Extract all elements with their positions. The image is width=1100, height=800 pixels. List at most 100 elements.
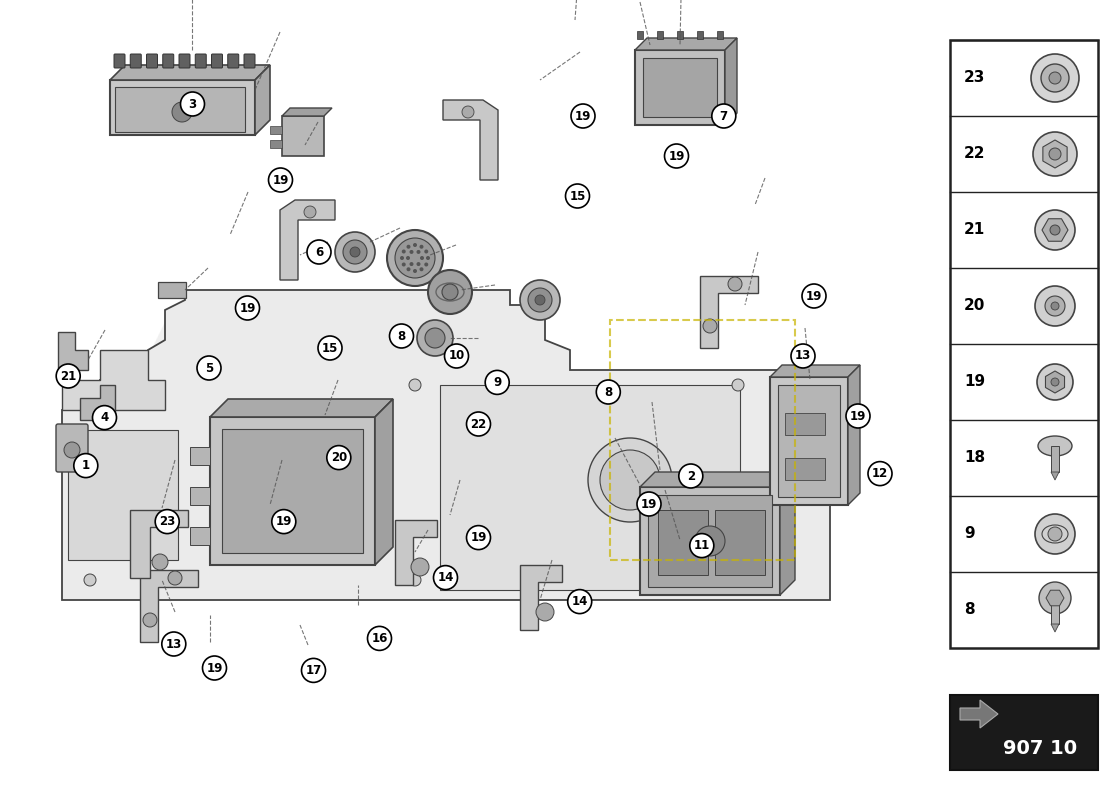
- Circle shape: [868, 462, 892, 486]
- Bar: [697, 31, 703, 39]
- Circle shape: [679, 464, 703, 488]
- Polygon shape: [110, 80, 255, 135]
- Circle shape: [568, 590, 592, 614]
- Circle shape: [197, 356, 221, 380]
- Circle shape: [466, 412, 491, 436]
- Text: 17: 17: [306, 664, 321, 677]
- Circle shape: [528, 288, 552, 312]
- Polygon shape: [1046, 590, 1064, 606]
- Text: 21: 21: [964, 222, 986, 238]
- Ellipse shape: [1038, 436, 1072, 456]
- Circle shape: [695, 526, 725, 556]
- Circle shape: [56, 364, 80, 388]
- Text: 19: 19: [273, 174, 288, 186]
- Polygon shape: [700, 276, 758, 348]
- Text: 13: 13: [166, 638, 182, 650]
- Circle shape: [162, 632, 186, 656]
- Circle shape: [637, 492, 661, 516]
- Circle shape: [155, 510, 179, 534]
- Circle shape: [428, 270, 472, 314]
- Text: 18: 18: [964, 450, 986, 466]
- Text: 10: 10: [449, 350, 464, 362]
- Circle shape: [1031, 54, 1079, 102]
- Circle shape: [732, 379, 744, 391]
- Text: 8: 8: [964, 602, 975, 618]
- Bar: [644, 58, 717, 117]
- Polygon shape: [140, 570, 198, 642]
- Text: 15: 15: [322, 342, 338, 354]
- Circle shape: [84, 574, 96, 586]
- Bar: [222, 429, 363, 553]
- Circle shape: [407, 267, 410, 271]
- Text: 19: 19: [276, 515, 292, 528]
- Polygon shape: [280, 200, 336, 280]
- Text: 19: 19: [641, 498, 657, 510]
- Circle shape: [172, 102, 192, 122]
- Text: 8: 8: [397, 330, 406, 342]
- Polygon shape: [395, 520, 437, 585]
- Text: 23: 23: [964, 70, 986, 86]
- Text: 20: 20: [964, 298, 986, 314]
- Circle shape: [327, 446, 351, 470]
- Bar: [190, 447, 210, 465]
- Text: 8: 8: [604, 386, 613, 398]
- Circle shape: [1049, 148, 1061, 160]
- Polygon shape: [1050, 472, 1059, 480]
- Bar: [637, 31, 644, 39]
- Text: 7: 7: [719, 110, 728, 122]
- Polygon shape: [58, 332, 88, 370]
- Circle shape: [536, 603, 554, 621]
- Circle shape: [690, 534, 714, 558]
- Circle shape: [791, 344, 815, 368]
- Circle shape: [402, 262, 406, 266]
- Text: 12: 12: [872, 467, 888, 480]
- Polygon shape: [780, 472, 795, 595]
- Text: 6: 6: [315, 246, 323, 258]
- Bar: [190, 487, 210, 505]
- Text: 14: 14: [572, 595, 587, 608]
- Bar: [635, 50, 725, 125]
- Polygon shape: [520, 565, 562, 630]
- Bar: [657, 31, 663, 39]
- Circle shape: [1050, 225, 1060, 235]
- Bar: [1050, 598, 1059, 624]
- Polygon shape: [770, 365, 860, 377]
- Circle shape: [802, 284, 826, 308]
- Polygon shape: [960, 700, 998, 728]
- Circle shape: [152, 554, 168, 570]
- Bar: [950, 695, 1098, 770]
- Polygon shape: [635, 38, 737, 50]
- Bar: [68, 430, 178, 560]
- Polygon shape: [848, 365, 860, 505]
- Bar: [158, 282, 186, 298]
- Circle shape: [409, 262, 414, 266]
- Circle shape: [143, 613, 157, 627]
- Circle shape: [664, 144, 689, 168]
- Text: 907 10: 907 10: [1003, 738, 1077, 758]
- Bar: [658, 510, 708, 575]
- Polygon shape: [725, 38, 737, 125]
- Circle shape: [389, 324, 414, 348]
- FancyBboxPatch shape: [244, 54, 255, 68]
- Bar: [270, 126, 282, 134]
- Circle shape: [520, 280, 560, 320]
- Bar: [210, 417, 375, 565]
- Text: 3: 3: [188, 98, 197, 110]
- Circle shape: [425, 250, 428, 254]
- Circle shape: [1050, 378, 1059, 386]
- Text: a passion for parts since 1985: a passion for parts since 1985: [283, 482, 578, 527]
- Circle shape: [535, 295, 544, 305]
- Circle shape: [407, 245, 410, 249]
- Polygon shape: [1050, 624, 1059, 632]
- Polygon shape: [440, 385, 740, 590]
- Polygon shape: [443, 100, 498, 180]
- Bar: [717, 31, 723, 39]
- Text: 19: 19: [471, 531, 486, 544]
- Circle shape: [1035, 286, 1075, 326]
- Circle shape: [387, 230, 443, 286]
- Circle shape: [1035, 210, 1075, 250]
- Circle shape: [395, 238, 434, 278]
- Circle shape: [442, 284, 458, 300]
- Text: 19: 19: [850, 410, 866, 422]
- Polygon shape: [62, 350, 165, 410]
